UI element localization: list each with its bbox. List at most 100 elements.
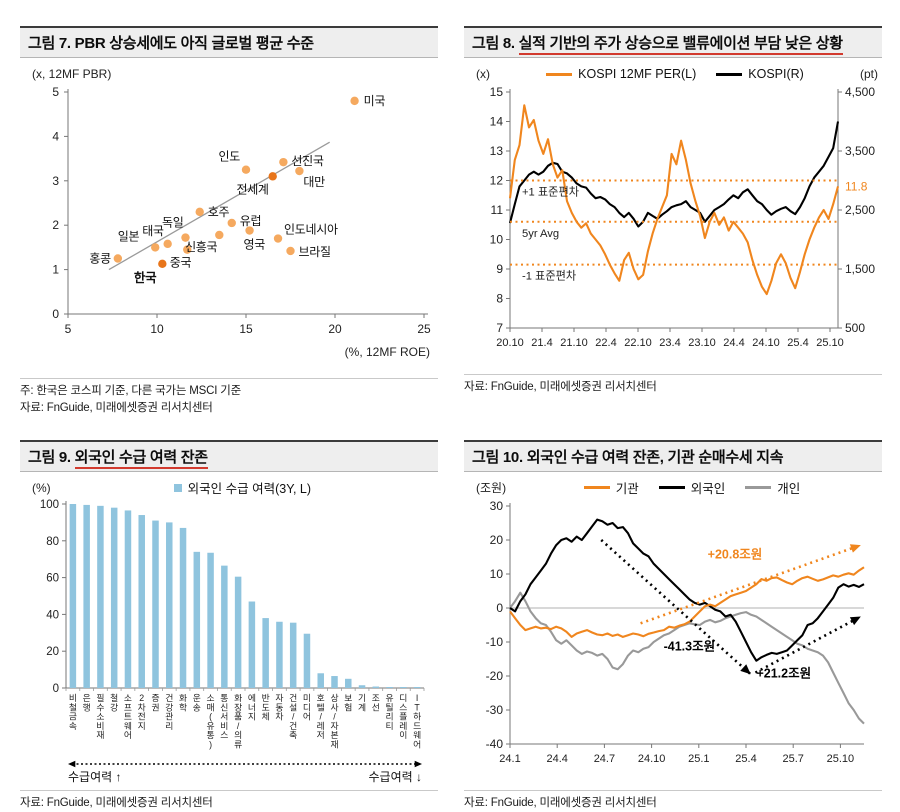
svg-text:화학: 화학 [179,693,187,712]
svg-text:7: 7 [496,321,503,335]
svg-text:0: 0 [52,307,59,321]
svg-text:-20: -20 [486,669,504,683]
figure-8: 그림 8. 실적 기반의 주가 상승으로 밸류에이션 부담 낮은 상황 (x) … [464,26,882,418]
svg-text:+20.8조원: +20.8조원 [708,547,763,561]
svg-text:유럽: 유럽 [240,214,261,228]
svg-text:24.7: 24.7 [594,753,615,765]
svg-text:25.10: 25.10 [816,337,844,349]
svg-text:영국: 영국 [244,238,266,252]
svg-text:100: 100 [40,499,59,511]
figure-7-source: 자료: FnGuide, 미래에셋증권 리서치센터 [20,402,213,415]
svg-text:-40: -40 [486,737,504,751]
legend-item: KOSPI 12MF PER(L) [546,67,696,81]
svg-text:0: 0 [496,601,503,615]
figure-10: 그림 10. 외국인 수급 여력 잔존, 기관 순매수세 지속 (조원) 기관 외… [464,439,882,812]
svg-text:24.1: 24.1 [499,753,520,765]
svg-text:상사/자본재: 상 사 / 자 본 재 [330,693,338,750]
figure-7-footer: 주: 한국은 코스피 기준, 다른 국가는 MSCI 기준 자료: FnGuid… [20,378,438,418]
svg-text:미디어: 미디어 [303,693,311,722]
svg-text:일본: 일본 [118,229,140,243]
svg-text:수급여력 ↑: 수급여력 ↑ [68,770,122,784]
figure-7-title: 그림 7. PBR 상승세에도 아직 글로벌 평균 수준 [20,26,438,58]
figure-7-note: 주: 한국은 코스피 기준, 다른 국가는 MSCI 기준 [20,385,241,397]
figure-9-title-main: 외국인 수급 여력 잔존 [74,448,208,469]
svg-text:-41.3조원: -41.3조원 [664,639,716,653]
svg-text:23.4: 23.4 [659,337,680,349]
figure-10-footer: 자료: FnGuide, 미래에셋증권 리서치센터 [464,789,882,812]
svg-text:11.8: 11.8 [845,179,868,193]
svg-text:25.4: 25.4 [787,337,808,349]
svg-text:(%, 12MF ROE): (%, 12MF ROE) [345,345,430,359]
svg-text:24.10: 24.10 [638,753,666,765]
svg-text:25.1: 25.1 [688,753,709,765]
figure-10-title-main: 외국인 수급 여력 잔존, 기관 순매수세 지속 [526,448,784,466]
svg-text:4,500: 4,500 [845,85,875,99]
svg-text:보험: 보험 [344,693,352,712]
svg-text:화장품/의류: 화 장 품 / 의 류 [234,693,242,750]
figure-8-footer: 자료: FnGuide, 미래에셋증권 리서치센터 [464,374,882,396]
kospi-per-line-chart: 7 8 9 10 11 12 13 14 15 500 1,500 2,500 3,500 4,500 20… [490,85,876,349]
svg-text:30: 30 [490,499,504,513]
legend-item: KOSPI(R) [716,67,804,81]
figure-7: 그림 7. PBR 상승세에도 아직 글로벌 평균 수준 (x, 12MF PB… [20,26,438,418]
svg-text:15: 15 [239,322,253,336]
svg-text:25: 25 [417,322,431,336]
figure-10-header: (조원) 기관 외국인 개인 [464,478,882,498]
figure-grid: 그림 7. PBR 상승세에도 아직 글로벌 평균 수준 (x, 12MF PB… [20,26,882,812]
svg-text:-10: -10 [486,635,504,649]
figure-10-title-prefix: 그림 10. [472,448,527,466]
figure-8-title-prefix: 그림 8. [472,35,519,52]
legend-item: 외국인 수급 여력(3Y, L) [173,478,311,497]
svg-text:12: 12 [490,174,504,188]
svg-text:+1 표준편차: +1 표준편차 [522,186,579,199]
svg-text:13: 13 [490,144,504,158]
figure-9-legend: 외국인 수급 여력(3Y, L) [51,478,434,497]
legend-item: 외국인 [658,478,725,497]
svg-text:20: 20 [328,322,342,336]
svg-text:2: 2 [52,218,59,232]
svg-text:25.10: 25.10 [827,753,855,765]
svg-text:건설/건축: 건 설 / 건 축 [289,693,297,740]
svg-text:브라질: 브라질 [299,245,331,259]
figure-8-header: (x) KOSPI 12MF PER(L) KOSPI(R) (pt) [464,64,882,84]
svg-text:20: 20 [490,533,504,547]
svg-text:21.10: 21.10 [560,337,588,349]
svg-text:11: 11 [491,203,504,217]
svg-text:3: 3 [52,174,59,188]
svg-text:10: 10 [490,567,504,581]
svg-text:한국: 한국 [134,270,157,285]
svg-text:500: 500 [845,321,865,335]
figure-7-title-main: PBR 상승세에도 아직 글로벌 평균 수준 [74,35,314,52]
svg-text:80: 80 [46,535,59,547]
legend-swatch [658,486,685,489]
svg-text:운송: 운송 [193,693,201,712]
y-axis-unit-label: (%) [32,480,51,495]
svg-text:21.4: 21.4 [531,337,552,349]
svg-text:전세계: 전세계 [236,182,268,196]
svg-text:조선: 조선 [372,693,380,712]
svg-text:자동차: 자동차 [275,693,283,722]
legend-swatch [745,486,772,489]
figure-9-footer: 자료: FnGuide, 미래에셋증권 리서치센터 [20,789,438,812]
left-axis-unit-label: (x) [476,67,490,81]
legend-item: 개인 [745,478,800,497]
svg-text:4: 4 [52,129,59,143]
svg-text:5: 5 [65,322,72,336]
svg-text:40: 40 [46,609,59,621]
svg-text:22.10: 22.10 [624,337,652,349]
legend-swatch [583,486,610,489]
y-axis-unit-label: (조원) [476,481,507,495]
figure-10-legend: 기관 외국인 개인 [506,478,878,497]
svg-text:24.10: 24.10 [752,337,780,349]
svg-text:호주: 호주 [208,205,230,219]
figure-7-title-prefix: 그림 7. [28,35,75,52]
svg-text:25.7: 25.7 [782,753,803,765]
svg-text:22.4: 22.4 [595,337,616,349]
figure-8-legend: KOSPI 12MF PER(L) KOSPI(R) [490,67,860,81]
